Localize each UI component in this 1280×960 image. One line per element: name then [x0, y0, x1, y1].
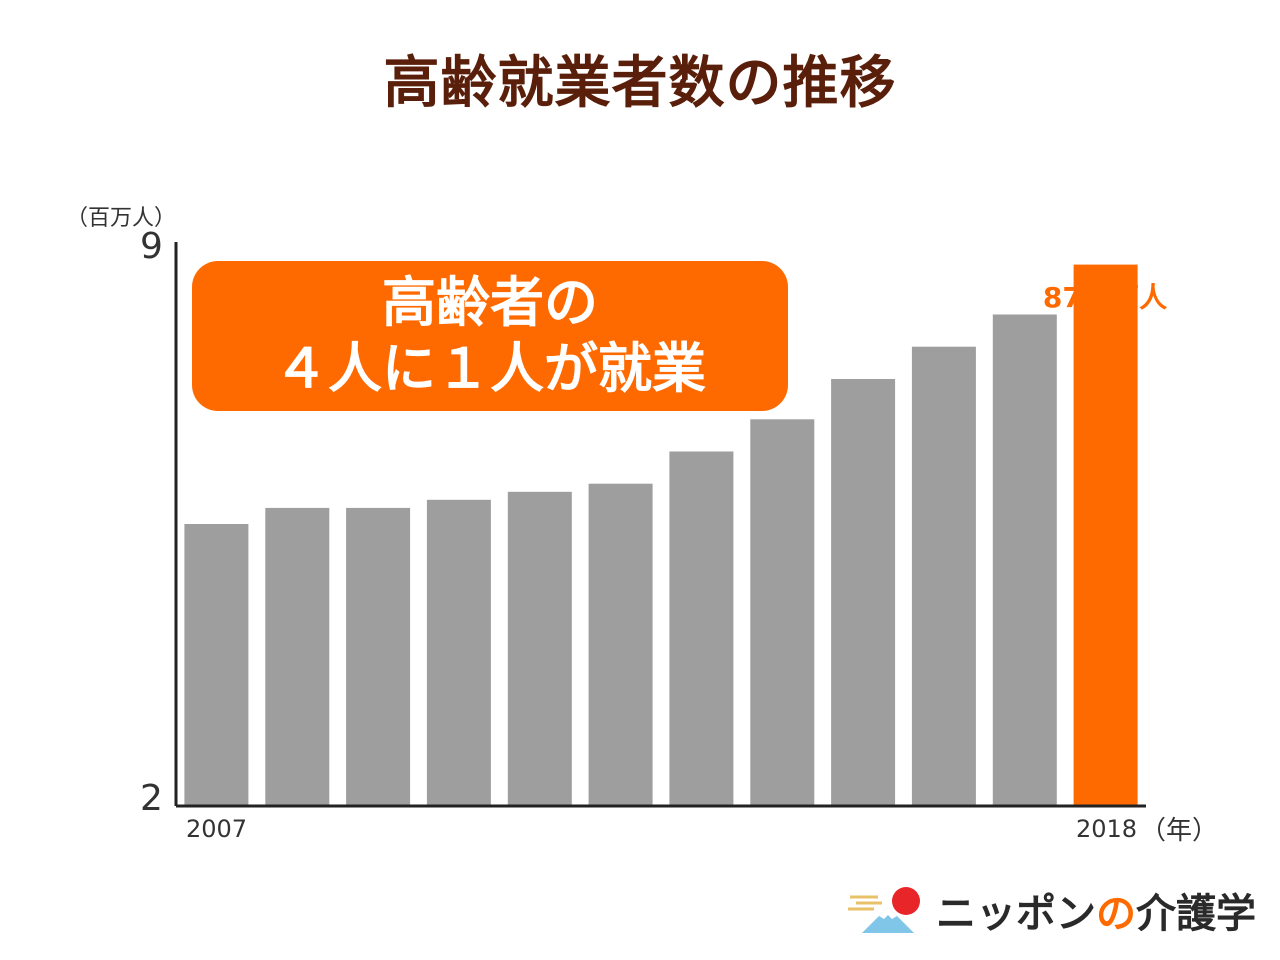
- brand-logo: ニッポンの介護学: [848, 878, 1256, 942]
- brand-name: ニッポンの介護学: [936, 881, 1256, 939]
- bar-2015: [831, 379, 896, 806]
- y-axis-unit-label: （百万人）: [66, 206, 177, 231]
- bar-2018: [1073, 264, 1138, 807]
- brand-name-part2: の: [1096, 891, 1136, 937]
- x-label-last: 2018: [1076, 815, 1138, 843]
- bar-2012: [588, 483, 653, 806]
- x-axis-unit-label: （年）: [1140, 816, 1219, 846]
- y-tick-max: 9: [140, 226, 163, 267]
- bar-2013: [669, 451, 734, 806]
- last-bar-value-label: 872 万人: [1042, 281, 1168, 314]
- y-tick-min: 2: [140, 778, 163, 819]
- callout-box: 高齢者の ４人に１人が就業: [192, 261, 788, 411]
- bar-2014: [750, 419, 815, 806]
- callout-line-1: 高齢者の: [382, 271, 598, 334]
- mount-fuji-logo-icon: [848, 887, 920, 933]
- x-label-first: 2007: [186, 815, 248, 843]
- chart-title: 高齢就業者数の推移: [383, 51, 897, 116]
- bar-2017: [992, 314, 1057, 806]
- brand-name-part3: 介護学: [1136, 891, 1256, 937]
- bar-2008: [265, 507, 330, 806]
- brand-name-part1: ニッポン: [936, 891, 1096, 937]
- bar-2009: [346, 507, 411, 806]
- bar-2007: [184, 524, 249, 806]
- bar-2010: [426, 499, 491, 806]
- bar-2016: [911, 346, 976, 806]
- bar-2011: [507, 491, 572, 806]
- callout-line-2: ４人に１人が就業: [274, 337, 706, 400]
